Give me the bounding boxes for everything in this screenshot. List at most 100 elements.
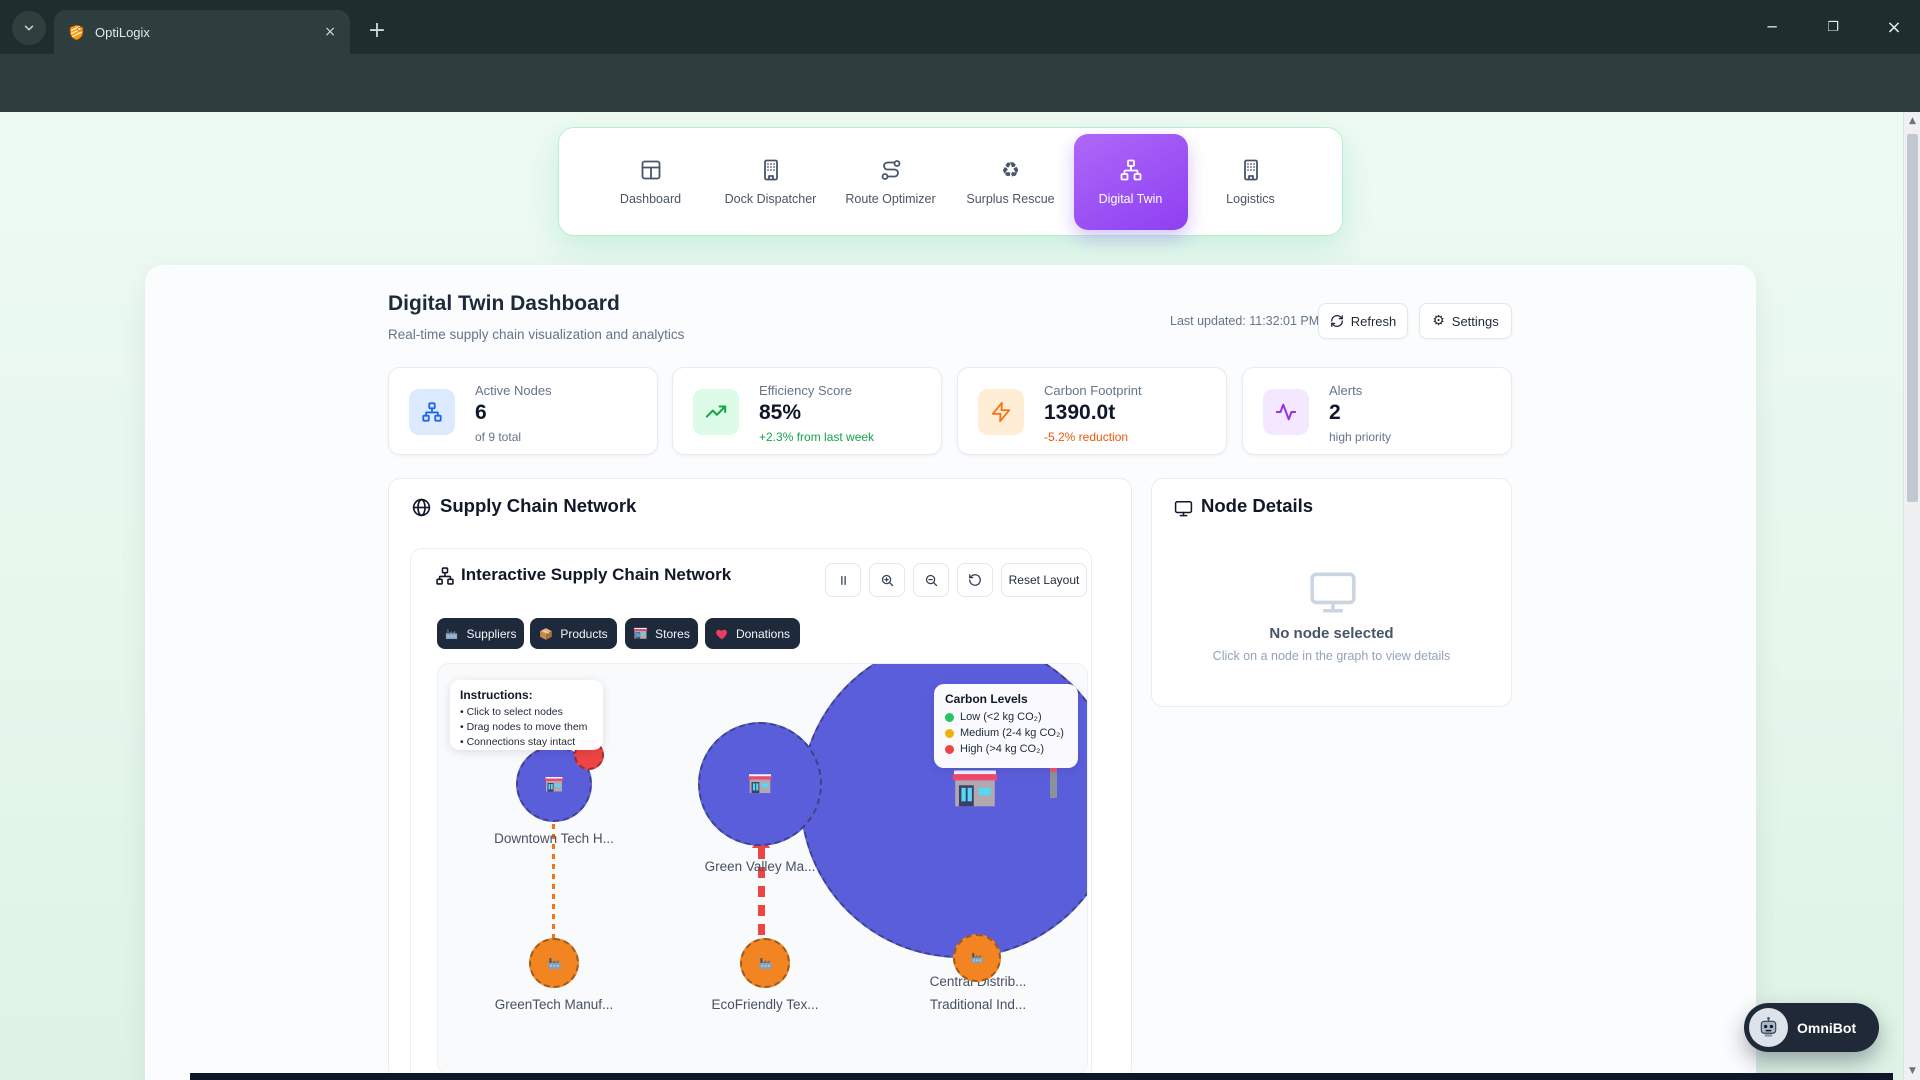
instruction-item: • Drag nodes to move them (460, 720, 588, 733)
carbon-high-dot (945, 744, 954, 754)
legend-pill-suppliers[interactable]: Suppliers (437, 618, 524, 649)
gear-icon: ⚙ (1432, 313, 1445, 329)
reset-layout-label: Reset Layout (1008, 573, 1080, 587)
building-icon (1243, 159, 1258, 180)
store-icon (952, 770, 998, 807)
factory-icon (758, 957, 772, 969)
page-scrollbar[interactable]: ▲ ▼ (1903, 112, 1920, 1080)
stat-icon-box (978, 389, 1024, 435)
recycle-icon: ♻ (1001, 157, 1020, 182)
stat-label: Alerts (1329, 383, 1363, 398)
store-icon (633, 627, 648, 639)
legend-pill-stores[interactable]: Stores (625, 618, 698, 649)
browser-tab[interactable]: OptiLogix × (54, 10, 350, 54)
omnibot-button[interactable]: OmniBot (1744, 1003, 1879, 1052)
nav-item-digital-twin[interactable]: Digital Twin (1073, 133, 1188, 230)
node-label: Traditional Ind... (929, 997, 1027, 1012)
store-icon (748, 774, 772, 794)
panel-title: Supply Chain Network (440, 495, 637, 516)
scrollbar-down-arrow[interactable]: ▼ (1909, 1066, 1916, 1076)
nav-label: Dashboard (619, 191, 682, 206)
rotate-ccw-button[interactable] (957, 563, 993, 597)
nav-item-logistics[interactable]: Logistics (1194, 134, 1308, 230)
page-title: Digital Twin Dashboard (388, 292, 620, 315)
edge-downtown-greentech (552, 814, 555, 938)
node-label: Green Valley Ma... (704, 859, 816, 874)
nav-label: Dock Dispatcher (724, 191, 817, 206)
monitor-icon (1310, 572, 1356, 613)
trending-up-icon (705, 405, 727, 418)
stat-value: 1390.0t (1044, 401, 1116, 424)
edge-behind-legend (1050, 762, 1057, 798)
refresh-label: Refresh (1350, 313, 1397, 329)
node-details-title: Node Details (1201, 495, 1314, 516)
window-minimize-button[interactable]: ─ (1767, 18, 1777, 36)
stat-sub: +2.3% from last week (759, 430, 875, 444)
nav-item-route-optimizer[interactable]: Route Optimizer (834, 134, 948, 230)
stat-icon-box (693, 389, 739, 435)
legend-label: Products (560, 626, 608, 641)
settings-button[interactable]: ⚙ Settings (1419, 303, 1512, 339)
stat-card-carbon: Carbon Footprint 1390.0t -5.2% reduction (957, 367, 1227, 455)
rotate-ccw-icon (969, 574, 981, 586)
carbon-medium-dot (945, 728, 954, 738)
zoom-out-button[interactable] (913, 563, 949, 597)
nav-label: Surplus Rescue (966, 191, 1055, 206)
stat-value: 6 (475, 401, 487, 424)
pause-button[interactable] (825, 563, 861, 597)
graph-node-greentech[interactable] (529, 938, 579, 988)
supply-chain-panel: Supply Chain Network Interactive Supply … (388, 478, 1132, 1080)
nav-item-dashboard[interactable]: Dashboard (594, 134, 708, 230)
new-tab-button[interactable]: + (367, 17, 387, 43)
stat-card-efficiency: Efficiency Score 85% +2.3% from last wee… (672, 367, 942, 455)
tab-close-icon[interactable]: × (324, 24, 336, 40)
scrollbar-thumb[interactable] (1907, 134, 1918, 502)
legend-pill-donations[interactable]: Donations (705, 618, 800, 649)
page-viewport: Dashboard Dock Dispatcher Route Optimize… (0, 112, 1920, 1080)
network-graph[interactable]: Downtown Tech H... Green Valley Ma... Ce… (437, 663, 1088, 1075)
stat-sub: high priority (1329, 430, 1392, 444)
instructions-card: Instructions: • Click to select nodes • … (450, 680, 603, 750)
tab-search-button[interactable] (12, 11, 46, 45)
no-node-selected-text: No node selected (1269, 625, 1394, 642)
graph-node-traditional[interactable] (953, 934, 1001, 982)
last-updated-text: Last updated: 11:32:01 PM (1170, 314, 1320, 328)
reset-layout-button[interactable]: Reset Layout (1001, 563, 1087, 597)
node-label: GreenTech Manuf... (494, 997, 614, 1012)
network-icon (422, 402, 442, 422)
chevron-down-icon (24, 25, 34, 31)
nav-item-surplus-rescue[interactable]: ♻ Surplus Rescue (954, 134, 1068, 230)
box-icon (540, 627, 553, 640)
page-subtitle: Real-time supply chain visualization and… (388, 327, 685, 342)
robot-icon (1760, 1017, 1777, 1037)
carbon-legend-label: High (>4 kg CO₂) (960, 743, 1045, 755)
carbon-low-dot (945, 712, 954, 722)
stat-label: Active Nodes (475, 383, 552, 398)
stat-icon-box (409, 389, 455, 435)
stat-value: 85% (759, 401, 802, 424)
store-icon (545, 776, 563, 791)
window-maximize-button[interactable]: ❐ (1827, 19, 1839, 35)
tab-title: OptiLogix (95, 24, 150, 40)
browser-titlebar: OptiLogix × + ─ ❐ × (0, 0, 1920, 54)
interactive-network-title: Interactive Supply Chain Network (461, 565, 732, 584)
robot-avatar (1749, 1008, 1788, 1047)
scrollbar-up-arrow[interactable]: ▲ (1909, 116, 1916, 126)
app-nav: Dashboard Dock Dispatcher Route Optimize… (558, 127, 1343, 236)
carbon-legend-row: Low (<2 kg CO₂) (945, 711, 1067, 723)
factory-icon (446, 628, 458, 639)
graph-node-green-valley[interactable] (698, 722, 822, 846)
zoom-in-button[interactable] (869, 563, 905, 597)
interactive-network-card: Interactive Supply Chain Network Reset L… (410, 548, 1092, 1080)
refresh-button[interactable]: Refresh (1318, 303, 1408, 339)
instruction-item: • Click to select nodes (460, 706, 563, 718)
route-icon (881, 159, 900, 180)
pause-icon (840, 575, 846, 585)
graph-node-ecofriendly[interactable] (740, 938, 790, 988)
legend-pill-products[interactable]: Products (530, 618, 617, 649)
window-close-button[interactable]: × (1886, 16, 1902, 38)
dashboard-content: Digital Twin Dashboard Real-time supply … (145, 265, 1756, 1080)
nav-item-dock-dispatcher[interactable]: Dock Dispatcher (714, 134, 828, 230)
instruction-item: • Connections stay intact (460, 735, 576, 748)
globe-icon (412, 498, 431, 517)
